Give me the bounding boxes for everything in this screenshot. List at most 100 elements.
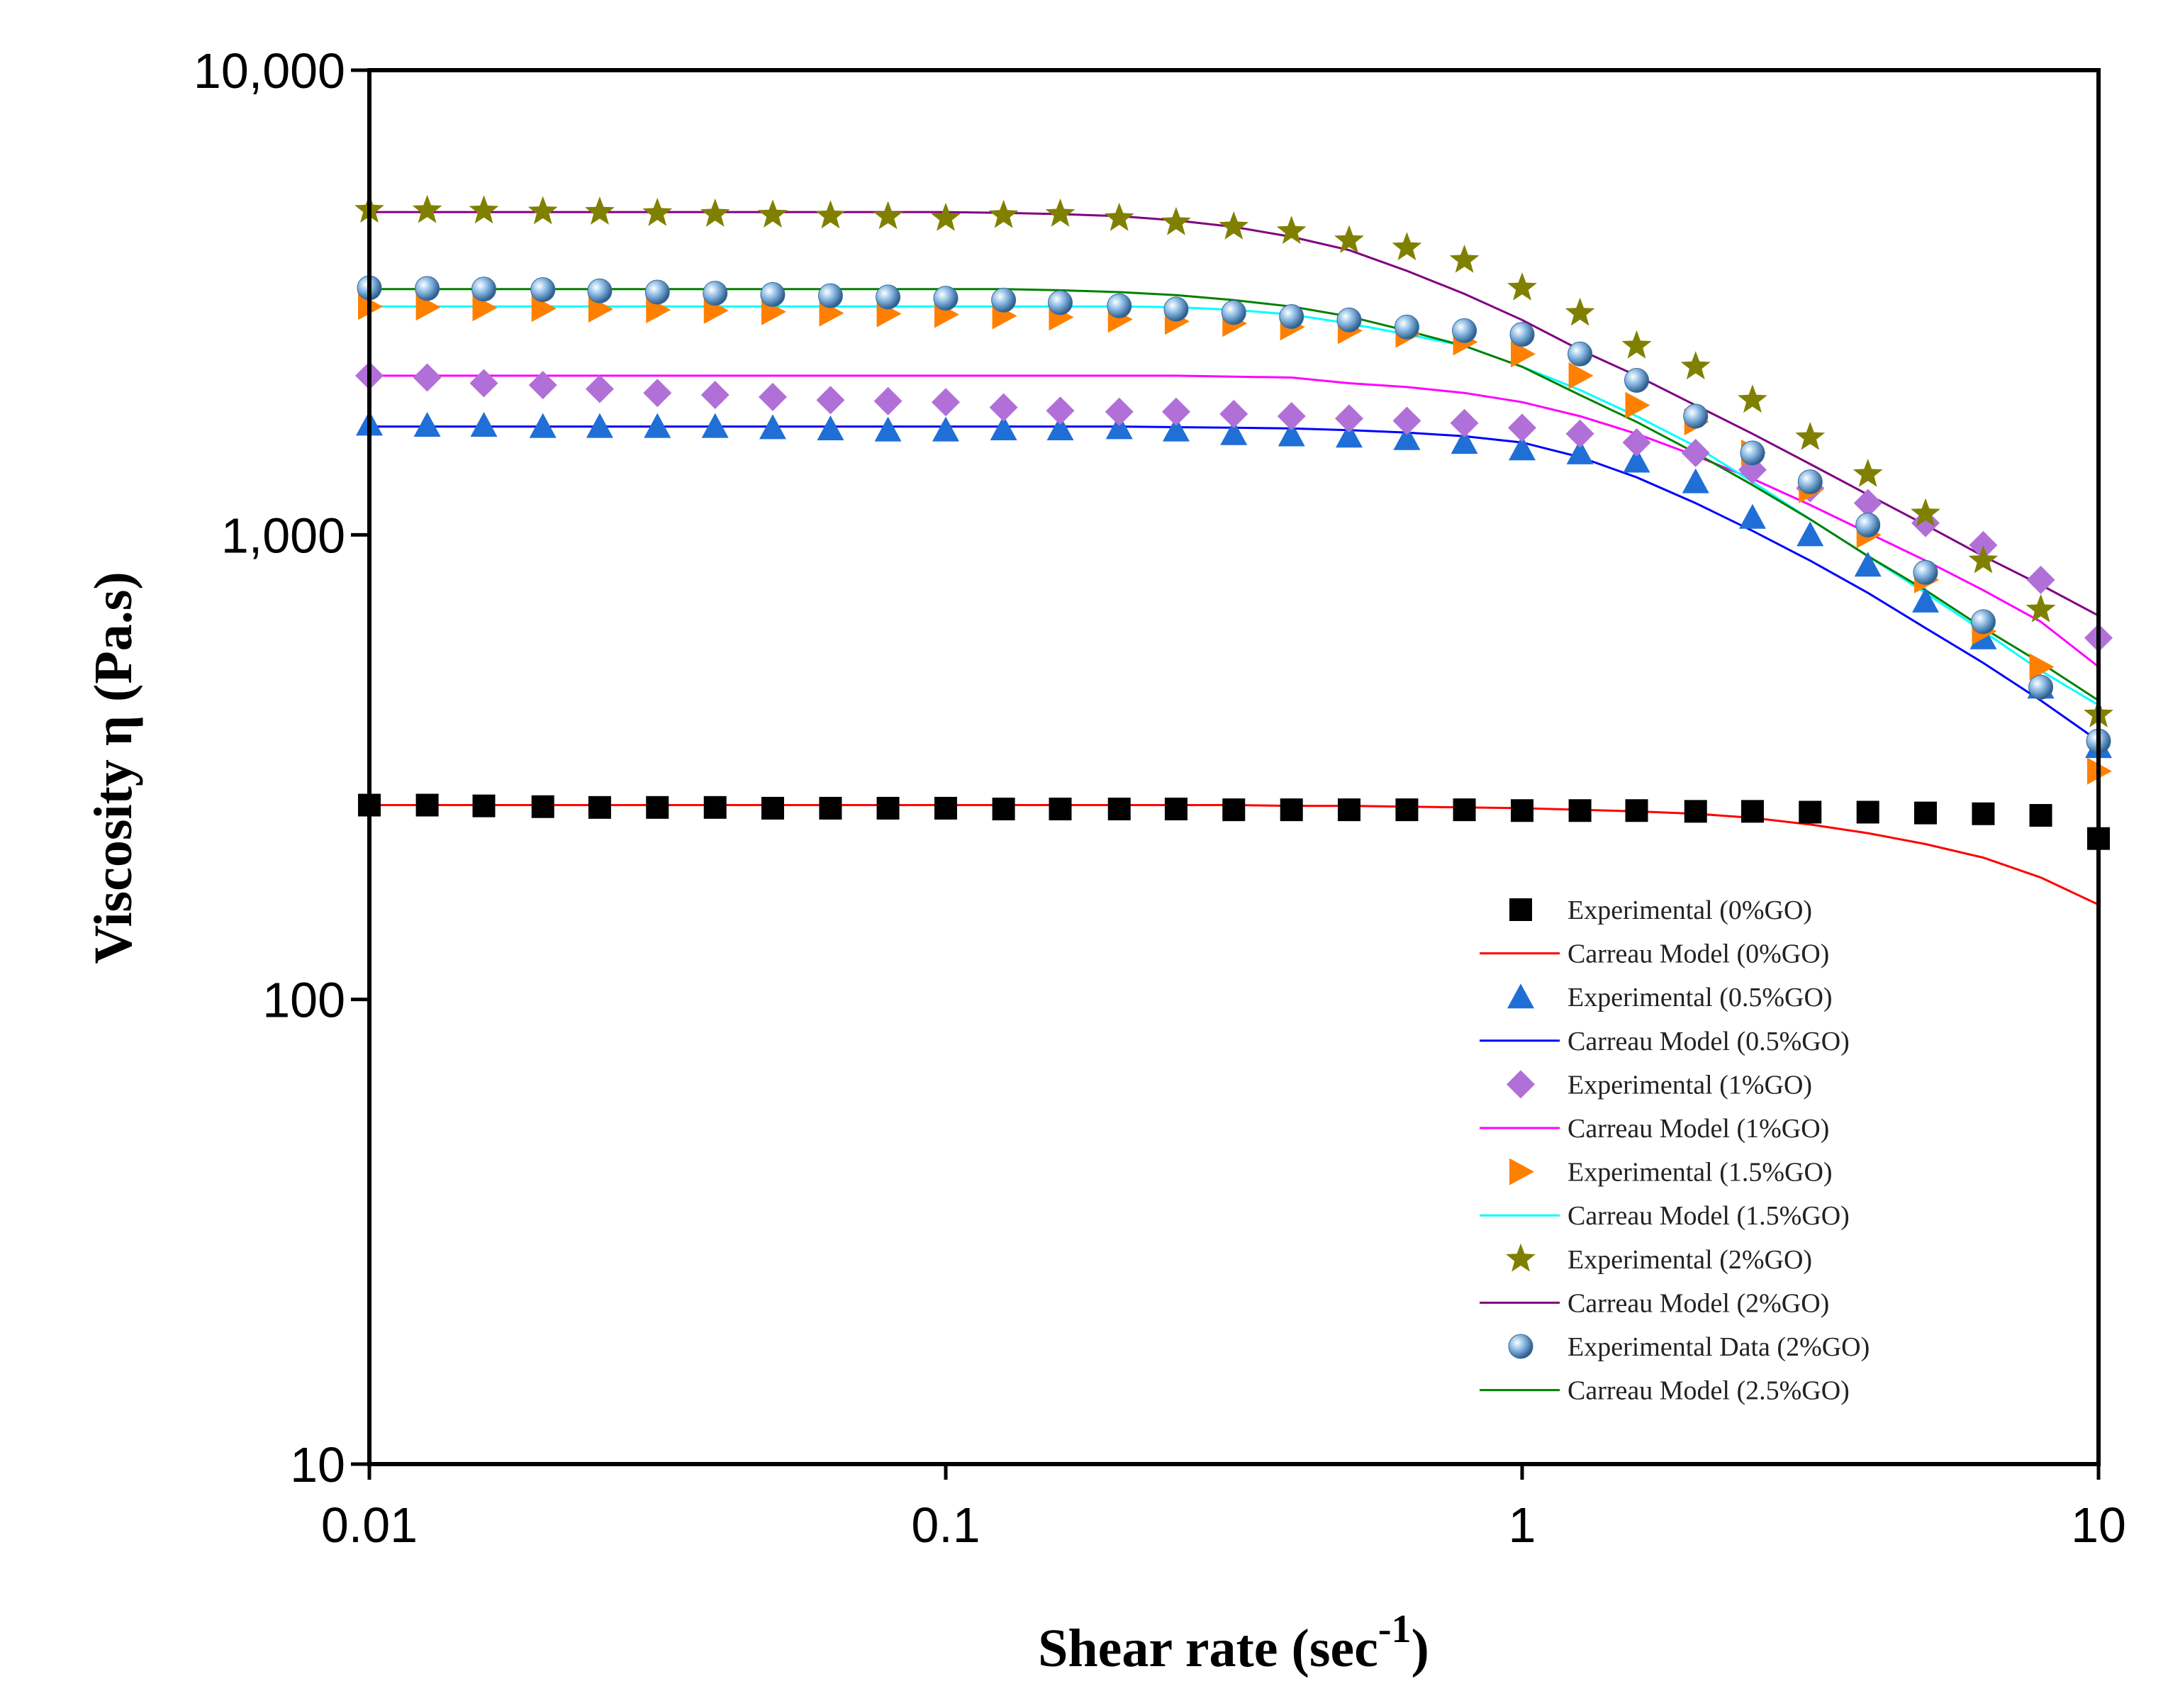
diamond-marker xyxy=(816,386,845,415)
model-line xyxy=(369,305,2099,706)
star-marker xyxy=(1449,245,1480,273)
legend-label: Experimental (1%GO) xyxy=(1568,1070,1812,1100)
square-marker xyxy=(1799,800,1822,824)
plot-frame xyxy=(367,68,2101,1466)
star-marker xyxy=(1853,458,1883,487)
square-marker xyxy=(934,796,957,820)
square-marker xyxy=(1913,801,1937,825)
triangle-marker xyxy=(1623,447,1650,473)
triangle-marker xyxy=(1105,414,1133,440)
x-tick-label: 10 xyxy=(2071,1497,2126,1553)
square-marker xyxy=(646,796,669,819)
sphere-marker xyxy=(1048,290,1073,316)
star-marker xyxy=(873,201,903,230)
triangle-marker xyxy=(1278,421,1305,447)
triangle-marker xyxy=(1335,423,1363,448)
triangle-marker xyxy=(817,415,844,440)
triangle-right-marker xyxy=(415,294,441,321)
diamond-marker xyxy=(643,379,672,408)
square-marker xyxy=(588,796,611,819)
sphere-marker xyxy=(2028,674,2054,700)
star-marker xyxy=(758,199,788,228)
square-marker xyxy=(1568,799,1592,822)
star-marker xyxy=(1680,351,1711,380)
sphere-marker xyxy=(1855,512,1881,537)
diamond-marker xyxy=(1334,404,1363,433)
sphere-marker xyxy=(1683,403,1709,429)
diamond-marker xyxy=(1622,428,1651,457)
square-marker xyxy=(1107,798,1131,821)
triangle-right-marker xyxy=(1568,362,1594,389)
square-marker xyxy=(1222,798,1246,822)
star-marker xyxy=(1334,225,1364,253)
star-marker xyxy=(1045,199,1075,227)
square-marker xyxy=(1972,802,1995,825)
star-marker xyxy=(412,194,442,223)
triangle-marker xyxy=(1393,425,1421,450)
sphere-marker xyxy=(1509,322,1535,347)
triangle-marker xyxy=(413,411,441,437)
y-tick-label: 100 xyxy=(262,973,345,1028)
diamond-marker xyxy=(1508,413,1536,442)
star-marker xyxy=(527,196,558,225)
square-marker xyxy=(992,798,1015,821)
diamond-marker xyxy=(1565,419,1594,448)
sphere-marker xyxy=(1336,307,1362,333)
triangle-marker xyxy=(1797,521,1824,547)
x-label-superscript: -1 xyxy=(1378,1607,1412,1651)
sphere-marker xyxy=(1279,303,1304,329)
sphere-marker xyxy=(1624,367,1650,393)
sphere-marker xyxy=(1913,559,1938,585)
diamond-marker xyxy=(469,369,498,398)
sphere-marker xyxy=(933,286,959,311)
triangle-marker xyxy=(586,413,613,438)
star-marker xyxy=(1911,498,1940,527)
sphere-marker xyxy=(1452,318,1477,343)
star-marker xyxy=(1968,545,1999,574)
triangle-right-marker xyxy=(1625,391,1650,419)
sphere-marker xyxy=(1508,1334,1533,1359)
legend-label: Experimental (0.5%GO) xyxy=(1568,983,1833,1012)
diamond-marker xyxy=(2026,565,2055,594)
square-marker xyxy=(1740,800,1764,823)
sphere-marker xyxy=(817,283,843,308)
triangle-right-marker xyxy=(2029,653,2055,681)
star-marker xyxy=(1507,272,1537,301)
square-marker xyxy=(1684,800,1707,823)
legend-label: Experimental (1.5%GO) xyxy=(1568,1158,1833,1188)
legend-label: Carreau Model (1.5%GO) xyxy=(1568,1201,1850,1231)
x-axis-label: Shear rate (sec-1) xyxy=(1038,1607,1429,1678)
triangle-marker xyxy=(1162,416,1190,442)
sphere-marker xyxy=(1221,300,1246,325)
sphere-marker xyxy=(876,284,901,310)
diamond-marker xyxy=(1681,438,1710,467)
square-marker xyxy=(472,794,496,817)
legend-label: Carreau Model (0%GO) xyxy=(1568,939,1829,969)
triangle-marker xyxy=(529,413,557,438)
triangle-marker xyxy=(644,413,671,438)
legend-label: Carreau Model (2.5%GO) xyxy=(1568,1376,1850,1406)
y-tick-label: 10 xyxy=(290,1437,345,1492)
square-marker xyxy=(1509,898,1532,921)
diamond-marker xyxy=(989,393,1018,422)
square-marker xyxy=(415,793,439,817)
diamond-marker xyxy=(1046,396,1075,425)
diamond-marker xyxy=(1277,402,1306,431)
diamond-marker xyxy=(873,386,903,415)
star-marker xyxy=(1565,297,1595,326)
diamond-marker xyxy=(1392,406,1421,435)
diamond-marker xyxy=(700,381,730,410)
square-marker xyxy=(1625,799,1648,822)
triangle-marker xyxy=(1451,429,1478,454)
star-marker xyxy=(931,202,961,231)
square-marker xyxy=(1049,798,1072,821)
legend-label: Carreau Model (0.5%GO) xyxy=(1568,1027,1850,1056)
diamond-marker xyxy=(528,371,557,400)
diamond-marker xyxy=(413,363,442,392)
x-tick-label: 0.01 xyxy=(321,1497,418,1553)
star-marker xyxy=(1621,330,1652,359)
legend-label: Experimental (2%GO) xyxy=(1568,1245,1812,1275)
triangle-marker xyxy=(1911,587,1939,613)
star-marker xyxy=(1219,211,1249,240)
